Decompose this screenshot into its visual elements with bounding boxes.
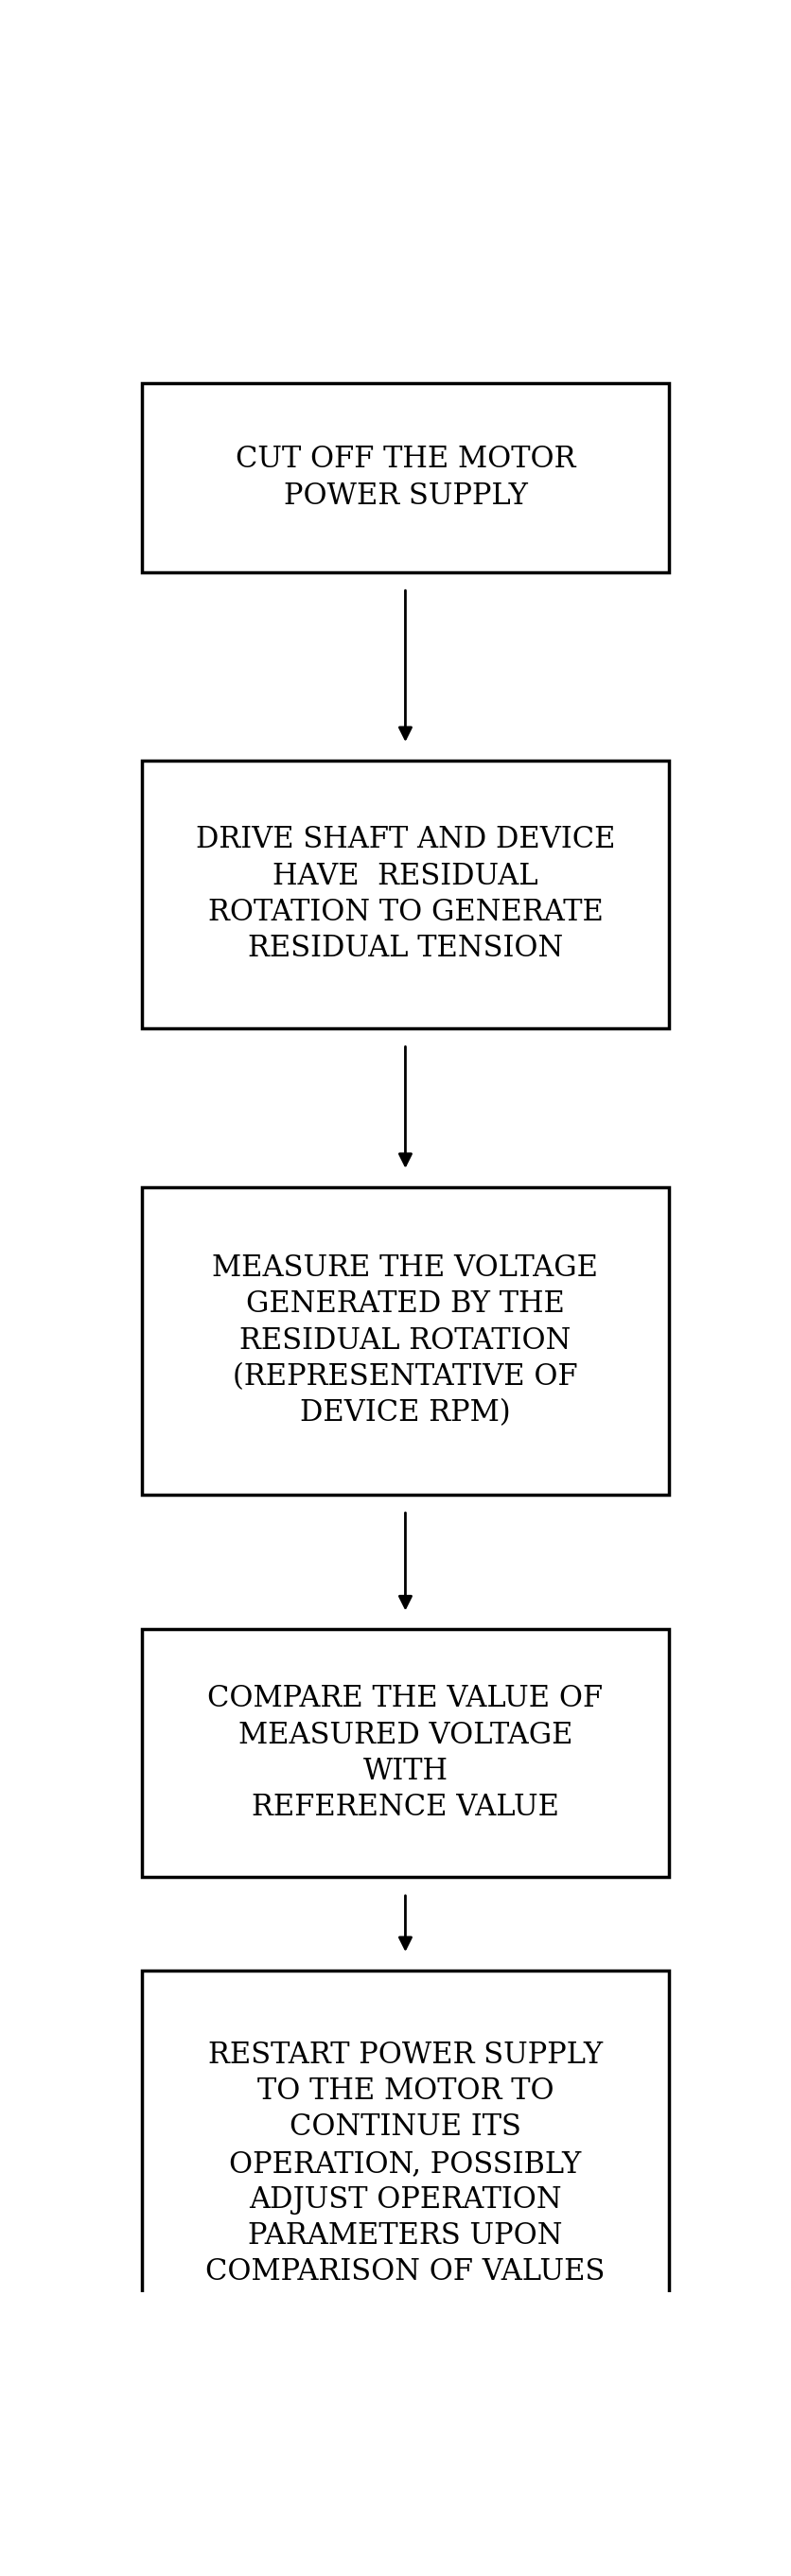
Text: RESTART POWER SUPPLY
TO THE MOTOR TO
CONTINUE ITS
OPERATION, POSSIBLY
ADJUST OPE: RESTART POWER SUPPLY TO THE MOTOR TO CON… — [206, 2040, 605, 2287]
FancyBboxPatch shape — [142, 1971, 669, 2357]
Text: COMPARE THE VALUE OF
MEASURED VOLTAGE
WITH
REFERENCE VALUE: COMPARE THE VALUE OF MEASURED VOLTAGE WI… — [207, 1685, 604, 1821]
Text: DRIVE SHAFT AND DEVICE
HAVE  RESIDUAL
ROTATION TO GENERATE
RESIDUAL TENSION: DRIVE SHAFT AND DEVICE HAVE RESIDUAL ROT… — [195, 824, 615, 963]
Text: MEASURE THE VOLTAGE
GENERATED BY THE
RESIDUAL ROTATION
(REPRESENTATIVE OF
DEVICE: MEASURE THE VOLTAGE GENERATED BY THE RES… — [212, 1255, 599, 1427]
FancyBboxPatch shape — [142, 1628, 669, 1878]
FancyBboxPatch shape — [142, 1188, 669, 1494]
FancyBboxPatch shape — [142, 760, 669, 1028]
Text: CUT OFF THE MOTOR
POWER SUPPLY: CUT OFF THE MOTOR POWER SUPPLY — [235, 446, 576, 510]
FancyBboxPatch shape — [142, 384, 669, 572]
